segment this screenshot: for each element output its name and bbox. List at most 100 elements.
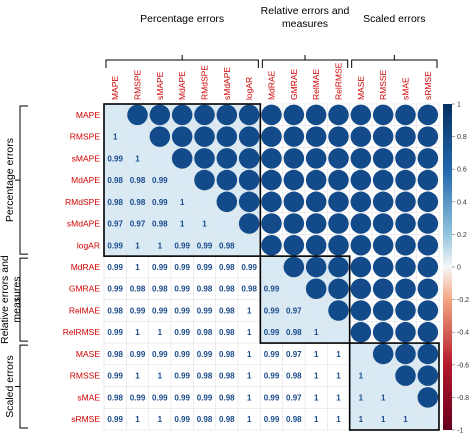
correlation-circle xyxy=(283,213,305,234)
row-label: RelMAE xyxy=(69,305,101,315)
matrix-cells: 1 0.99 1 0.98 0.98 0.99 0.98 0.98 0.99 1 0.97 0.97 0… xyxy=(107,104,439,424)
correlation-value: 1 xyxy=(314,415,319,424)
correlation-value: 1 xyxy=(314,328,319,337)
correlation-circle xyxy=(261,235,282,256)
correlation-value: 0.98 xyxy=(219,393,235,402)
correlation-value: 0.98 xyxy=(197,372,213,381)
correlation-circle xyxy=(328,300,349,321)
correlation-value: 1 xyxy=(336,393,341,402)
correlation-circle xyxy=(328,213,349,234)
colorbar-tick-label: 0.8 xyxy=(457,134,467,141)
correlation-value: 1 xyxy=(247,328,252,337)
correlation-circle xyxy=(350,191,372,213)
correlation-circle xyxy=(372,191,394,213)
colorbar-tick-label: 0.4 xyxy=(457,199,467,206)
correlation-value: 1 xyxy=(381,393,386,402)
correlation-circle xyxy=(395,235,416,256)
correlation-value: 0.98 xyxy=(219,372,235,381)
correlation-circle xyxy=(261,213,282,234)
colorbar xyxy=(443,104,452,430)
correlation-circle xyxy=(395,321,416,343)
correlation-circle xyxy=(395,365,416,386)
correlation-value: 0.99 xyxy=(130,350,146,359)
correlation-value: 0.99 xyxy=(197,350,213,359)
correlation-value: 1 xyxy=(135,328,140,337)
correlation-circle xyxy=(417,365,439,386)
correlation-value: 0.99 xyxy=(107,263,123,272)
row-label: MdRAE xyxy=(71,262,101,272)
colorbar-tick-label: -1 xyxy=(457,428,463,435)
correlation-value: 1 xyxy=(359,415,364,424)
correlation-value: 0.99 xyxy=(152,198,168,207)
row-labels: MAPE RMSPE sMAPE MdAPE RMdSPE sMdAPE logAR MdRA… xyxy=(63,110,101,424)
correlation-value: 1 xyxy=(247,415,252,424)
correlation-value: 1 xyxy=(247,372,252,381)
correlation-circle xyxy=(238,126,260,147)
correlation-value: 1 xyxy=(314,393,319,402)
row-label: GMRAE xyxy=(69,284,101,294)
left-bracket xyxy=(15,105,28,255)
correlation-circle xyxy=(395,300,416,321)
correlation-value: 0.98 xyxy=(197,328,213,337)
correlation-value: 0.99 xyxy=(107,241,123,250)
correlation-value: 1 xyxy=(135,154,140,163)
correlation-circle xyxy=(395,148,416,169)
column-label: GMRAE xyxy=(289,69,299,101)
row-label: RMdSPE xyxy=(65,197,100,207)
correlation-circle xyxy=(350,169,372,191)
correlation-circle xyxy=(261,126,282,147)
correlation-value: 0.99 xyxy=(174,306,190,315)
correlation-value: 0.97 xyxy=(286,393,302,402)
correlation-value: 0.99 xyxy=(174,241,190,250)
correlation-circle xyxy=(305,104,327,126)
correlation-value: 0.97 xyxy=(286,306,302,315)
top-bracket xyxy=(261,55,349,68)
correlation-circle xyxy=(417,169,439,191)
colorbar-tick-label: 0.6 xyxy=(457,167,467,174)
top-group-title: Relative errors and xyxy=(261,5,350,17)
correlation-value: 0.97 xyxy=(286,350,302,359)
correlation-value: 1 xyxy=(247,306,252,315)
correlation-value: 0.98 xyxy=(219,415,235,424)
correlation-value: 1 xyxy=(135,263,140,272)
correlation-circle xyxy=(216,104,238,126)
correlation-circle xyxy=(372,169,394,191)
correlation-value: 1 xyxy=(247,350,252,359)
colorbar-tick-label: -0.8 xyxy=(457,395,469,402)
correlation-circle xyxy=(417,343,439,365)
correlation-circle xyxy=(328,126,349,147)
correlation-value: 1 xyxy=(158,241,163,250)
correlation-circle xyxy=(194,104,215,126)
correlation-circle xyxy=(216,169,238,191)
correlation-circle xyxy=(216,191,238,213)
row-label: RMSPE xyxy=(70,132,101,142)
correlation-value: 0.98 xyxy=(286,328,302,337)
correlation-value: 0.98 xyxy=(241,285,257,294)
row-label: MASE xyxy=(76,349,100,359)
correlation-circle xyxy=(372,213,394,234)
correlation-circle xyxy=(305,126,327,147)
correlation-circle xyxy=(372,321,394,343)
correlation-circle xyxy=(238,169,260,191)
correlation-value: 1 xyxy=(314,350,319,359)
correlation-value: 0.98 xyxy=(219,263,235,272)
colorbar-tick-label: -0.2 xyxy=(457,297,469,304)
row-label: sMdAPE xyxy=(67,219,100,229)
correlation-circle xyxy=(372,343,394,365)
group-boxes xyxy=(103,103,440,431)
correlation-value: 1 xyxy=(180,198,185,207)
correlation-value: 1 xyxy=(359,393,364,402)
correlation-value: 0.98 xyxy=(152,220,168,229)
correlation-value: 0.99 xyxy=(107,415,123,424)
correlation-circle xyxy=(283,235,305,256)
top-group-title: Percentage errors xyxy=(140,13,224,25)
correlation-value: 0.99 xyxy=(264,415,280,424)
correlation-value: 0.99 xyxy=(264,393,280,402)
column-label: MAPE xyxy=(110,76,120,100)
correlation-value: 0.99 xyxy=(174,393,190,402)
correlation-value: 0.99 xyxy=(130,306,146,315)
correlation-value: 0.99 xyxy=(264,328,280,337)
correlation-value: 0.98 xyxy=(152,285,168,294)
correlation-value: 0.98 xyxy=(219,306,235,315)
correlation-value: 0.99 xyxy=(241,263,257,272)
